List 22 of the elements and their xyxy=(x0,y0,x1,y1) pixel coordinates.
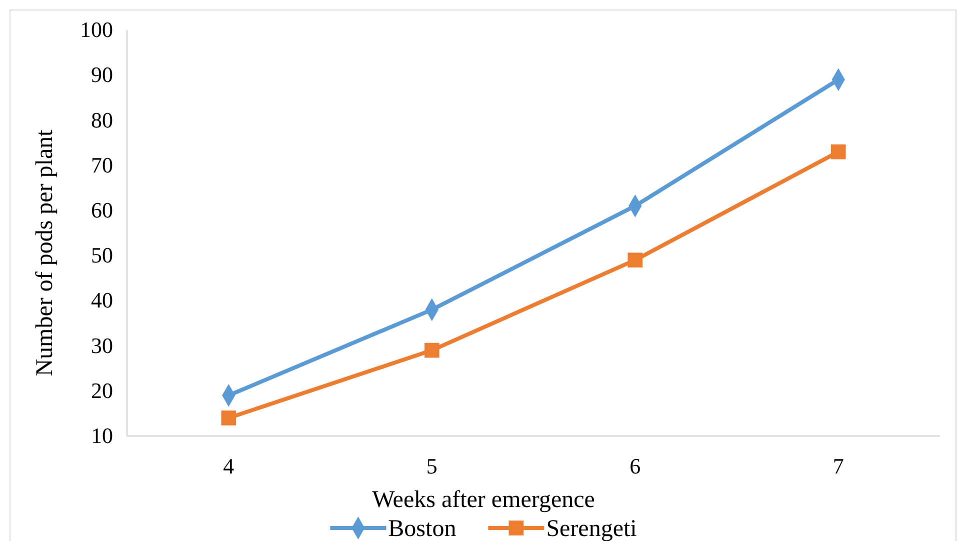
x-tick-label: 6 xyxy=(630,454,641,479)
y-tick-label: 100 xyxy=(80,17,113,42)
point xyxy=(830,144,846,160)
point xyxy=(628,252,643,268)
x-axis-title: Weeks after emergence xyxy=(372,487,595,513)
point xyxy=(221,410,236,426)
x-tick-label: 7 xyxy=(832,454,844,479)
y-tick-label: 30 xyxy=(91,332,113,358)
x-tick-label: 4 xyxy=(223,454,234,479)
y-tick-label: 10 xyxy=(91,423,113,448)
y-tick-label: 60 xyxy=(91,197,113,222)
y-tick-label: 50 xyxy=(91,242,113,268)
x-tick-label: 5 xyxy=(426,454,438,479)
legend-label: Boston xyxy=(388,516,456,541)
y-tick-label: 80 xyxy=(91,107,113,132)
legend-label: Serengeti xyxy=(546,516,638,541)
y-tick-label: 20 xyxy=(91,378,113,403)
y-tick-label: 40 xyxy=(91,288,113,313)
y-tick-label: 70 xyxy=(91,152,113,178)
y-axis-title: Number of pods per plant xyxy=(32,129,58,376)
y-tick-label: 90 xyxy=(91,62,113,88)
point xyxy=(424,342,440,358)
